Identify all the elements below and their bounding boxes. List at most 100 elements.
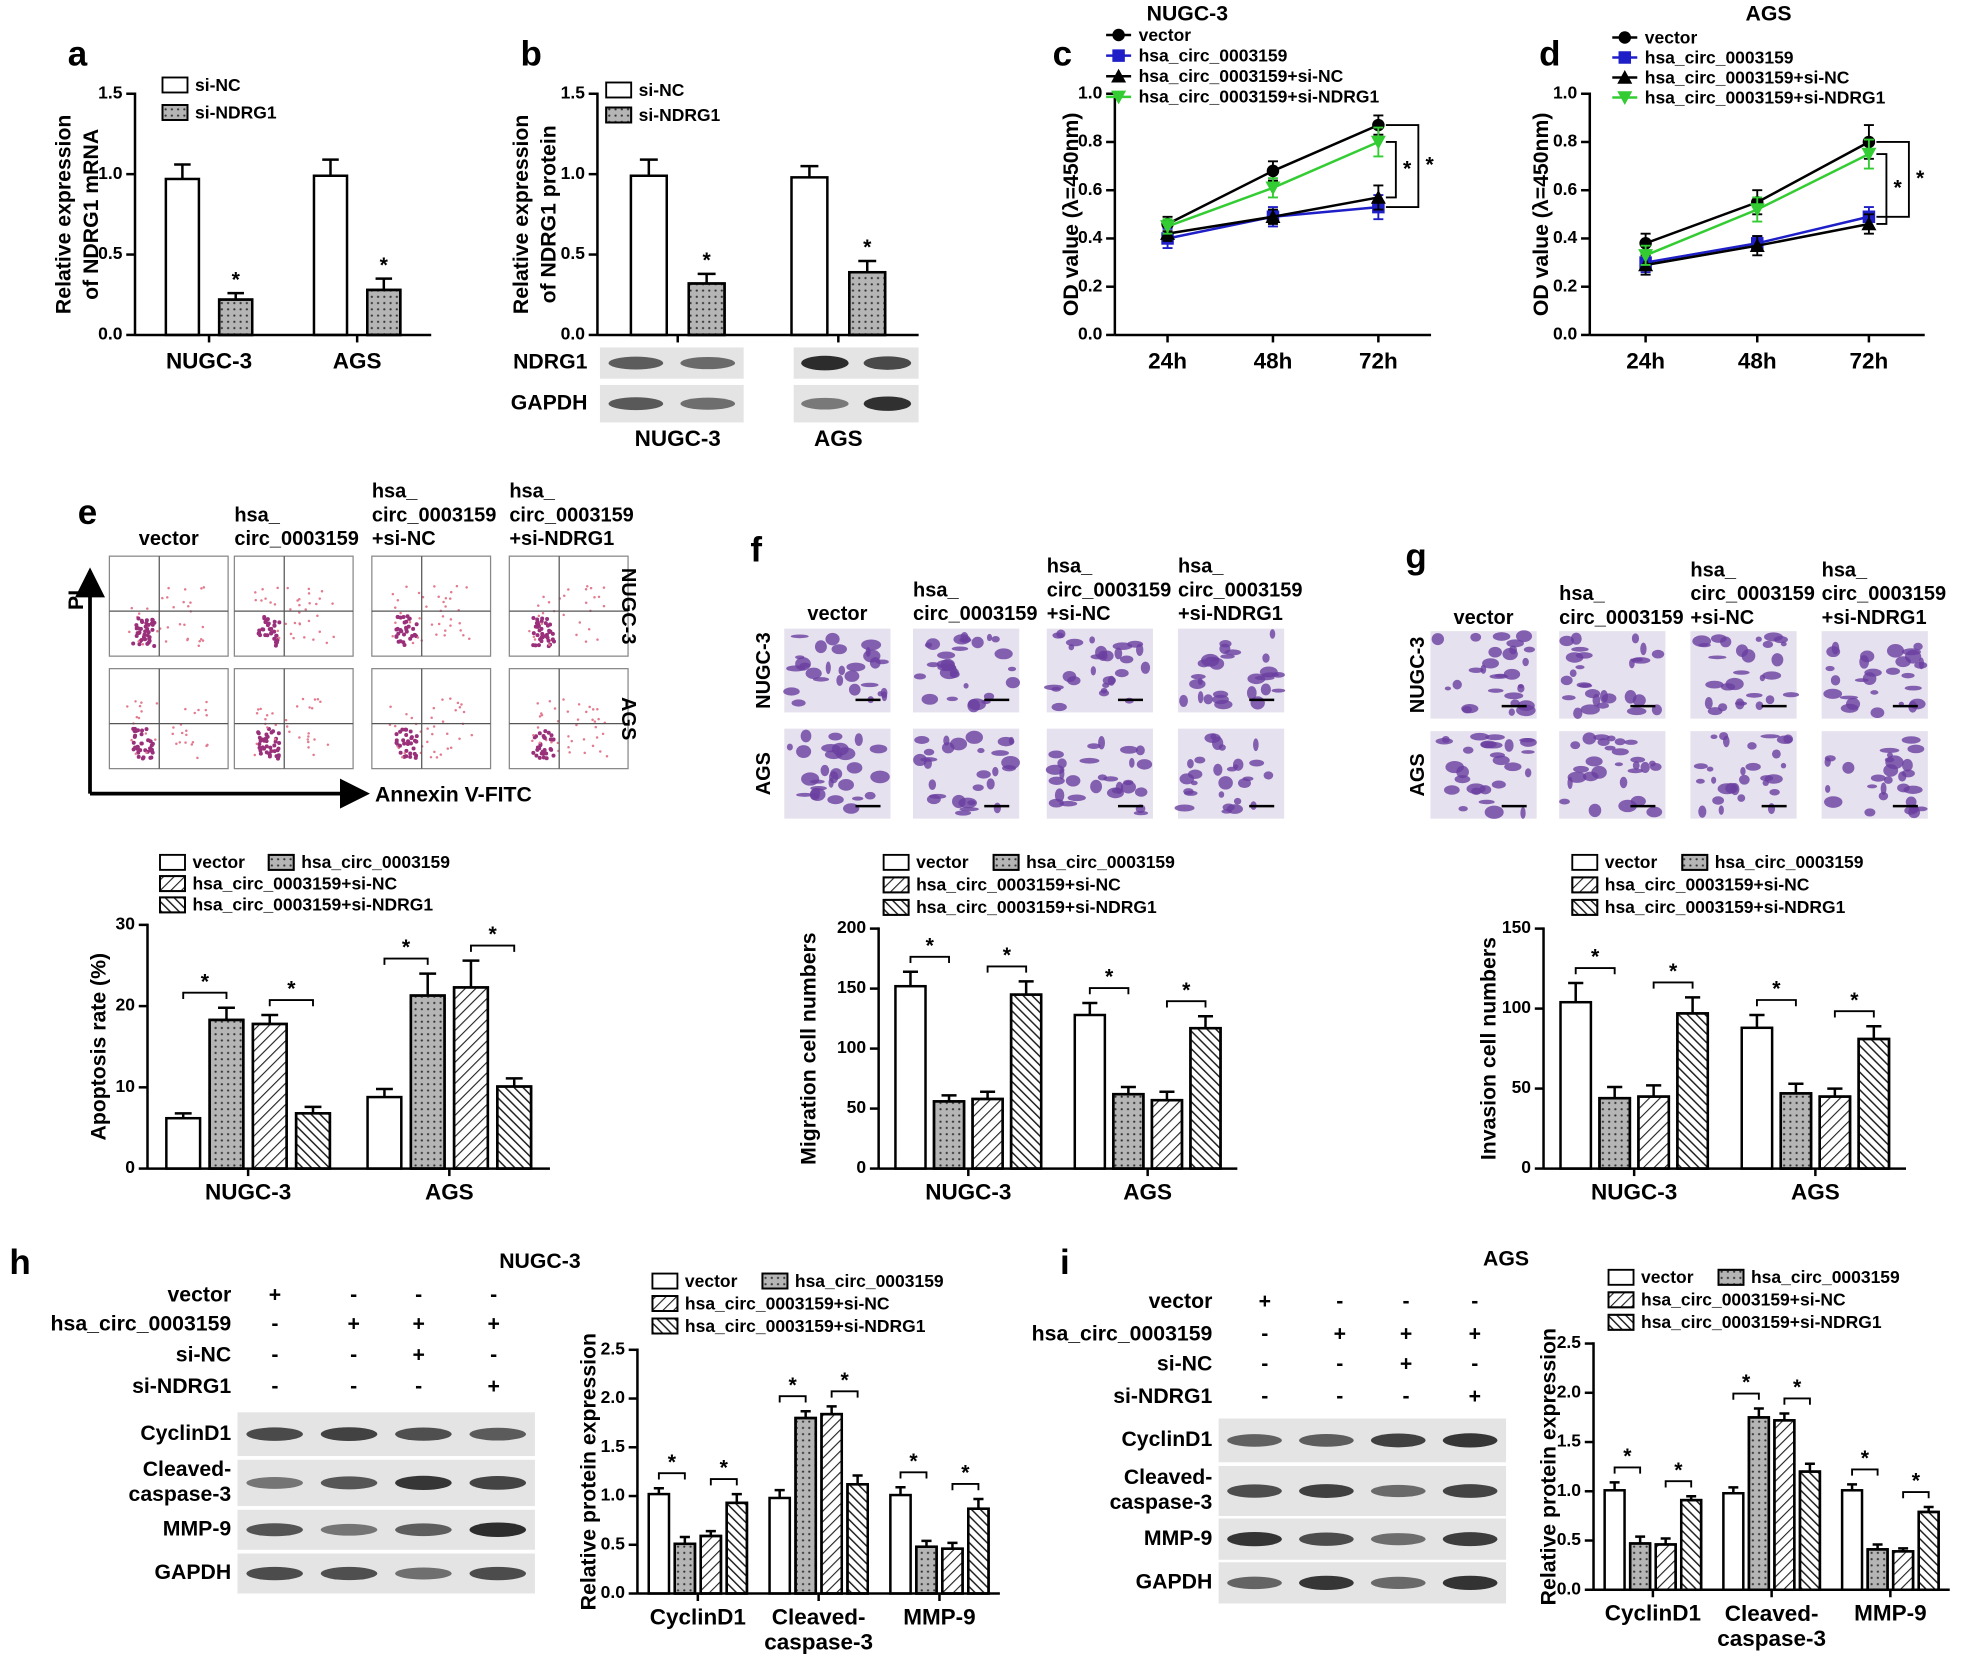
flow-dot [150,618,155,623]
legend-pattern [159,896,186,914]
flow-dot [189,601,192,604]
flow-dot [141,755,146,760]
y-axis-title: Relative protein expression [577,1333,601,1610]
flow-dot [445,732,449,735]
condition-mark: - [1403,1289,1410,1313]
blot-label: NDRG1 [513,350,588,374]
cell-blob [1711,776,1717,784]
cell-blob [1907,744,1925,754]
flow-dot [156,629,159,633]
row-label: NUGC-3 [1407,637,1429,714]
y-tick-label: 1.5 [601,1436,626,1456]
y-tick-label: 0.0 [561,324,585,344]
flow-dot [409,735,414,740]
flow-dot [307,735,310,738]
blot-title: NUGC-3 [499,1249,581,1273]
cell-blob [1097,774,1108,781]
cell-blob [1114,647,1123,660]
flow-dot [137,630,142,635]
cell-blob [1221,809,1233,814]
flow-dot [599,750,602,753]
flow-dot [273,737,277,741]
flow-dot [146,607,149,610]
column-label: hsa_ [1559,583,1605,605]
flow-dot [193,711,196,715]
significance-bracket [1613,1466,1642,1474]
cell-blob [1119,655,1134,664]
flow-dot [288,730,291,733]
flow-dot [137,640,140,643]
flow-dot [534,621,539,626]
y-tick-label: 2.5 [1557,1332,1582,1352]
cell-blob [1897,783,1910,793]
blot-band [1299,1434,1354,1447]
flow-dot [542,595,545,599]
cell-blob [971,636,984,649]
cell-blob [854,733,863,747]
error-bar [826,1405,837,1415]
bar-pattern [794,1416,818,1595]
flow-dot [548,643,551,646]
cell-blob [1760,775,1774,782]
flow-dot [406,624,411,629]
flow-dot [411,746,416,751]
cell-blob [1504,739,1514,752]
cell-blob [1067,676,1081,686]
cell-blob [963,683,969,689]
cell-blob [796,792,814,797]
cell-blob [1725,677,1744,691]
condition-mark: + [1259,1289,1271,1313]
flow-dot [172,726,175,729]
flow-dot [202,586,206,589]
marker [1618,51,1632,64]
flow-dot [578,621,582,624]
flow-dot [587,628,591,631]
error-bar [227,291,244,300]
flow-dot [308,602,311,605]
flow-dot [583,751,587,755]
cell-blob [1232,758,1244,771]
y-tick-label: 0.8 [1553,131,1578,151]
bar [790,176,829,337]
cell-blob [1482,658,1499,669]
blot-band [1299,1484,1354,1498]
significance-star: * [668,1450,677,1474]
cell-blob [1592,693,1601,707]
legend-pattern [651,1295,679,1312]
cell-blob [1901,672,1915,679]
cell-blob [1596,702,1609,709]
legend-swatch [161,76,189,94]
error-bar [261,1013,279,1024]
x-tick-label: MMP-9 [1854,1601,1926,1626]
x-tick-label: CyclinD1 [650,1604,746,1629]
flow-dot [182,600,185,604]
flow-dot [421,595,425,599]
bar [312,174,349,337]
significance-star: * [232,267,241,291]
error-bar [679,1535,690,1544]
cell-blob [1247,673,1266,685]
flow-dot [269,730,274,735]
flow-dot [256,731,261,736]
flow-dot [276,753,281,758]
legend-pattern [882,898,910,916]
blot-band [469,1427,527,1441]
cell-blob [1218,791,1225,798]
flow-plot [508,555,629,657]
flow-dot [199,638,203,641]
error-bar [1197,1014,1214,1029]
flow-dot [312,753,315,757]
cell-blob [836,674,844,687]
cell-blob [1878,791,1889,801]
y-tick-label: 0 [856,1157,866,1177]
marker [1861,147,1877,162]
legend-label: hsa_circ_0003159+si-NC [685,1293,890,1313]
bar-pattern [846,1483,869,1595]
flow-dot [284,718,288,722]
flow-dot [136,754,141,759]
significance-star: * [1591,945,1600,969]
flow-dot [431,732,434,736]
cell-blob [1194,756,1206,764]
cell-blob [1611,748,1629,756]
x-tick-label: NUGC-3 [166,348,252,373]
